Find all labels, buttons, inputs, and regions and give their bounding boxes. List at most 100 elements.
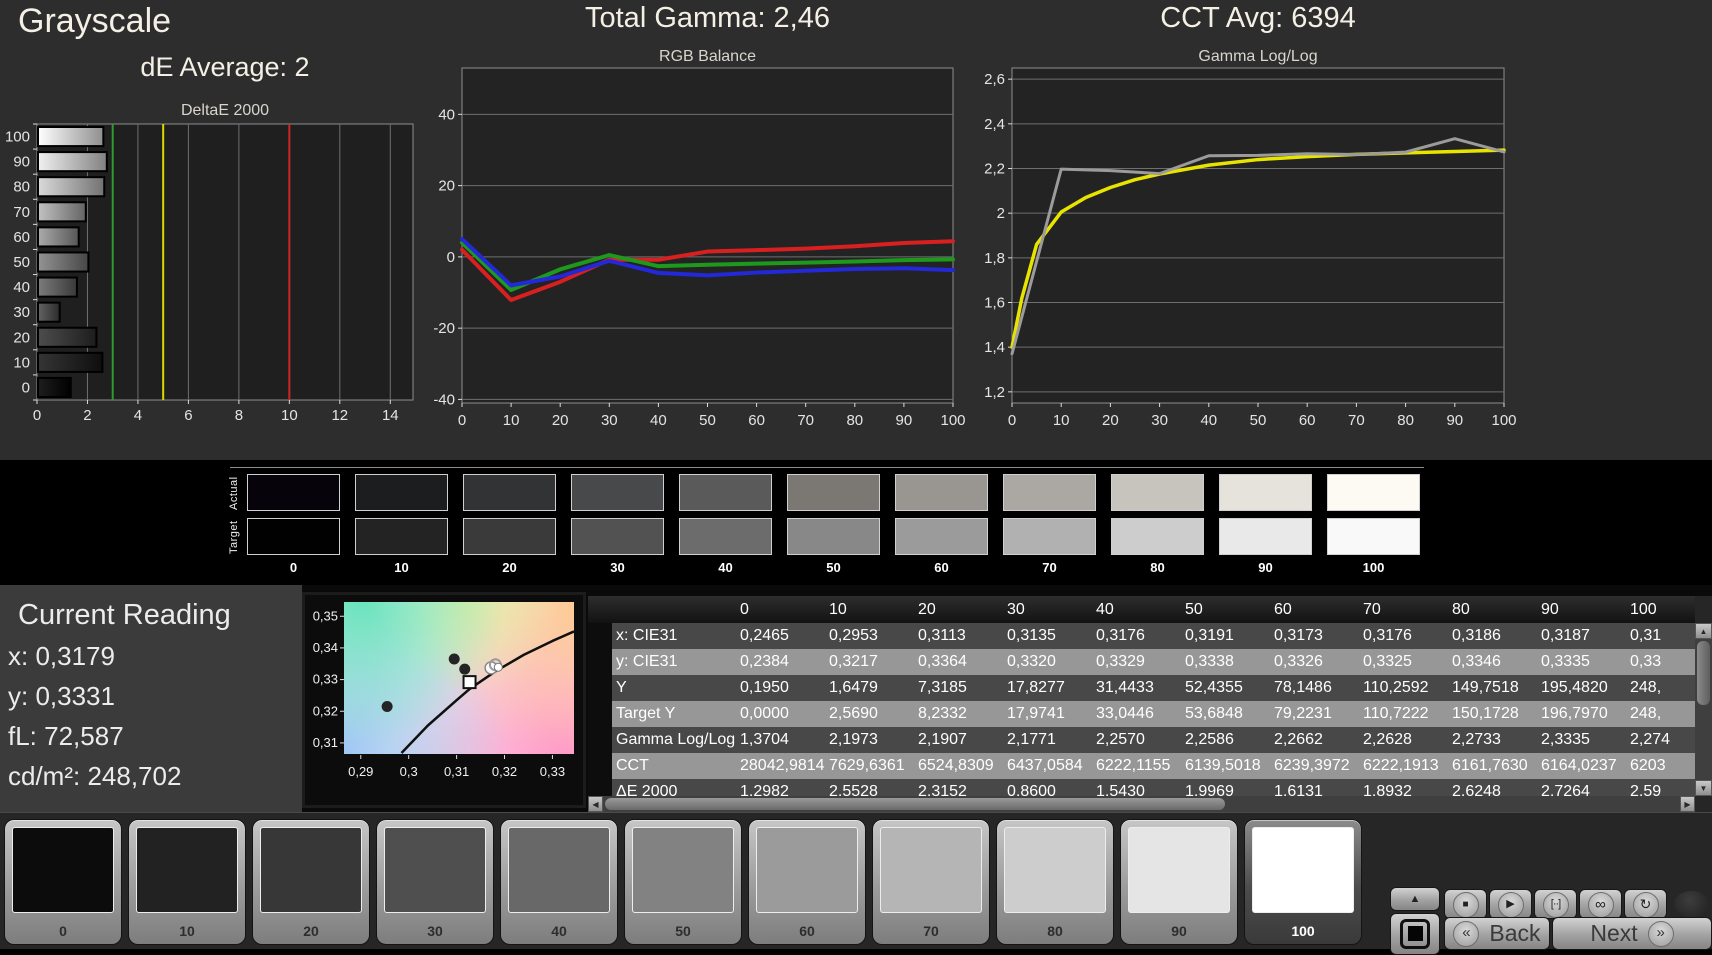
reading-line: fL: 72,587 <box>8 721 124 751</box>
scroll-up-button[interactable]: ▲ <box>1695 623 1712 639</box>
table-cell: 6203 <box>1630 757 1666 774</box>
stop-button[interactable]: ■ <box>1444 889 1487 919</box>
table-cell: 0,3173 <box>1274 627 1323 644</box>
pattern-level-button-40[interactable]: 40 <box>500 819 618 945</box>
table-cell: 0,3320 <box>1007 653 1056 670</box>
continuous-measure-button[interactable]: ∞ <box>1579 889 1622 919</box>
svg-text:10: 10 <box>13 354 30 371</box>
pattern-level-button-30[interactable]: 30 <box>376 819 494 945</box>
cie-chromaticity-chart: 0,29 0,3 0,31 0,32 0,33 0,31 0,32 0,33 0,34 0,35 <box>313 608 575 779</box>
scroll-left-button[interactable]: ◀ <box>588 796 603 812</box>
vertical-scroll-thumb[interactable] <box>1697 641 1710 705</box>
svg-text:60: 60 <box>1299 412 1316 429</box>
horizontal-scroll-thumb[interactable] <box>605 798 1225 810</box>
strip-level-label: 10 <box>394 560 409 575</box>
table-row-label: Y <box>616 679 627 696</box>
back-button[interactable]: « Back <box>1444 917 1550 950</box>
page-title: Grayscale <box>18 2 172 40</box>
pattern-level-button-100[interactable]: 100 <box>1244 819 1362 945</box>
pattern-level-label: 70 <box>923 923 939 939</box>
pattern-level-button-20[interactable]: 20 <box>252 819 370 945</box>
table-row-label: Target Y <box>616 705 676 722</box>
pattern-level-label: 40 <box>551 923 567 939</box>
total-gamma-label: Total Gamma: 2,46 <box>585 2 830 34</box>
table-cell: 2,2662 <box>1274 731 1323 748</box>
play-button[interactable]: ▶ <box>1489 889 1532 919</box>
pattern-level-button-80[interactable]: 80 <box>996 819 1114 945</box>
pattern-level-label: 100 <box>1291 923 1315 939</box>
current-reading-title: Current Reading <box>18 599 231 631</box>
single-measure-button[interactable]: [··] <box>1534 889 1577 919</box>
table-column-header: 30 <box>1007 601 1025 618</box>
target-swatch-20 <box>463 518 556 555</box>
chevron-up-icon: ▲ <box>1409 893 1421 905</box>
table-cell: 0,2384 <box>740 653 789 670</box>
scroll-right-button[interactable]: ▶ <box>1680 796 1695 812</box>
table-cell: 2,5528 <box>829 783 878 796</box>
table-row-label: y: CIE31 <box>616 653 678 670</box>
table-cell: 0,3325 <box>1363 653 1412 670</box>
table-horizontal-scrollbar[interactable]: ◀ ▶ <box>588 796 1695 812</box>
table-cell: 110,7222 <box>1363 705 1429 722</box>
strip-level-label: 90 <box>1258 560 1273 575</box>
cie-diagram-panel: 0,29 0,3 0,31 0,32 0,33 0,31 0,32 0,33 0,34 0,35 <box>302 592 586 808</box>
table-cell: 0,3346 <box>1452 653 1501 670</box>
pattern-level-button-90[interactable]: 90 <box>1120 819 1238 945</box>
table-cell: 6164,0237 <box>1541 757 1617 774</box>
target-swatch-10 <box>355 518 448 555</box>
pattern-level-button-50[interactable]: 50 <box>624 819 742 945</box>
scroll-down-button[interactable]: ▼ <box>1695 780 1712 796</box>
svg-text:100: 100 <box>940 412 965 429</box>
table-cell: 2,6248 <box>1452 783 1501 796</box>
table-row-label: Gamma Log/Log <box>616 731 736 748</box>
pattern-bar: 0 10 20 30 40 50 60 70 80 90 100 ▲ ■ ▶ [··] ∞ ↻ « … <box>0 812 1712 955</box>
actual-swatch-40 <box>679 474 772 511</box>
table-cell: 1,9969 <box>1185 783 1234 796</box>
pattern-swatch <box>260 827 362 913</box>
table-cell: 1,3704 <box>740 731 789 748</box>
strip-level-label: 0 <box>289 560 298 575</box>
pattern-level-button-0[interactable]: 0 <box>4 819 122 945</box>
table-cell: 2,2628 <box>1363 731 1412 748</box>
svg-text:1,8: 1,8 <box>984 250 1005 267</box>
table-vertical-scrollbar[interactable]: ▲ ▼ <box>1695 623 1712 796</box>
table-cell: 7629,6361 <box>829 757 905 774</box>
next-chevrons-icon: » <box>1647 920 1674 947</box>
svg-text:20: 20 <box>438 178 455 195</box>
table-cell: 0,0000 <box>740 705 789 722</box>
table-cell: 2,2570 <box>1096 731 1145 748</box>
pattern-window-button[interactable] <box>1390 913 1440 955</box>
target-swatch-40 <box>679 518 772 555</box>
actual-swatch-100 <box>1327 474 1420 511</box>
pattern-level-button-60[interactable]: 60 <box>748 819 866 945</box>
pattern-swatch <box>1252 827 1354 913</box>
svg-text:1,6: 1,6 <box>984 295 1005 312</box>
disabled-indicator <box>1674 891 1709 917</box>
collapse-panel-button[interactable]: ▲ <box>1390 887 1440 911</box>
refresh-icon: ↻ <box>1632 892 1659 918</box>
pattern-level-label: 60 <box>799 923 815 939</box>
table-cell: 0,3338 <box>1185 653 1234 670</box>
pattern-swatch <box>632 827 734 913</box>
pattern-level-button-10[interactable]: 10 <box>128 819 246 945</box>
pattern-level-button-70[interactable]: 70 <box>872 819 990 945</box>
svg-text:2: 2 <box>83 407 91 424</box>
svg-text:80: 80 <box>846 412 863 429</box>
table-cell: 2,1973 <box>829 731 878 748</box>
table-cell: 2,7264 <box>1541 783 1590 796</box>
table-cell: 0,3187 <box>1541 627 1590 644</box>
strip-divider <box>230 467 1424 468</box>
loop-button[interactable]: ↻ <box>1624 889 1667 919</box>
table-cell: 1,5430 <box>1096 783 1145 796</box>
svg-text:50: 50 <box>1250 412 1267 429</box>
table-cell: 6524,8309 <box>918 757 994 774</box>
table-row: Y 0,1950 1,6479 7,3185 17,8277 31,4433 52,4355… <box>588 675 1695 701</box>
strip-level-label: 80 <box>1150 560 1165 575</box>
pattern-swatch <box>1128 827 1230 913</box>
svg-text:100: 100 <box>5 129 30 146</box>
table-row: x: CIE31 0,2465 0,2953 0,3113 0,3135 0,3176 0,… <box>588 623 1695 649</box>
next-button[interactable]: Next » <box>1552 917 1712 950</box>
svg-text:10: 10 <box>281 407 298 424</box>
pattern-swatch <box>880 827 982 913</box>
